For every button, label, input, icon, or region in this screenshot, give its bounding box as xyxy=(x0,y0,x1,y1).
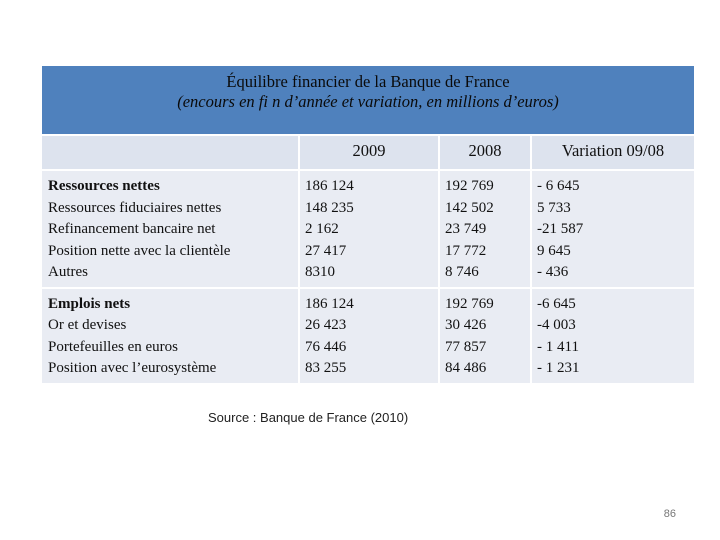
table-cell: 2 162 xyxy=(305,221,339,237)
table-cell: - 436 xyxy=(537,264,569,280)
table-cell: 8310 xyxy=(305,264,335,280)
values-2008-emplois: 192 769 30 426 77 857 84 486 xyxy=(438,288,530,385)
label-portefeuilles-euros: Portefeuilles en euros xyxy=(48,338,178,355)
table-cell: 76 446 xyxy=(305,338,347,355)
label-autres: Autres xyxy=(48,264,88,280)
table-cell: 27 417 xyxy=(305,242,347,259)
label-position-eurosysteme: Position avec l’eurosystème xyxy=(48,360,217,376)
table-cell: 26 423 xyxy=(305,317,347,333)
values-2008-ressources: 192 769 142 502 23 749 17 772 8 746 xyxy=(438,171,530,289)
table-cell: 142 502 xyxy=(445,199,494,216)
values-2009-ressources: 186 124 148 235 2 162 27 417 8310 xyxy=(298,171,438,289)
label-position-clientele: Position nette avec la clientèle xyxy=(48,242,231,259)
financial-table-container: Équilibre financier de la Banque de Fran… xyxy=(42,66,694,385)
table-subtitle: (encours en fi n d’année et variation, e… xyxy=(177,92,559,111)
header-empty-cell xyxy=(42,136,298,171)
table-cell: - 1 411 xyxy=(537,338,579,355)
label-refinancement-bancaire: Refinancement bancaire net xyxy=(48,221,216,237)
row-labels-ressources: Ressources nettes Ressources fiduciaires… xyxy=(42,171,298,289)
table-cell: 77 857 xyxy=(445,338,487,355)
table-cell: 186 124 xyxy=(305,295,354,312)
label-emplois-nets: Emplois nets xyxy=(48,295,131,312)
label-ressources-fiduciaires: Ressources fiduciaires nettes xyxy=(48,199,222,216)
table-cell: 148 235 xyxy=(305,199,354,216)
table-row-ressources: Ressources nettes Ressources fiduciaires… xyxy=(42,171,694,289)
table-cell: 5 733 xyxy=(537,199,571,216)
table-cell: 9 645 xyxy=(537,242,571,259)
table-row-emplois: Emplois nets Or et devises Portefeuilles… xyxy=(42,288,694,385)
header-2009: 2009 xyxy=(298,136,438,171)
table-cell: -21 587 xyxy=(537,221,584,237)
table-cell: 23 749 xyxy=(445,221,487,237)
table-cell: 186 124 xyxy=(305,178,354,194)
header-variation: Variation 09/08 xyxy=(530,136,694,171)
table-title: Équilibre financier de la Banque de Fran… xyxy=(226,72,510,91)
table-title-banner: Équilibre financier de la Banque de Fran… xyxy=(42,66,694,136)
values-variation-ressources: - 6 645 5 733 -21 587 9 645 - 436 xyxy=(530,171,694,289)
values-2009-emplois: 186 124 26 423 76 446 83 255 xyxy=(298,288,438,385)
source-note: Source : Banque de France (2010) xyxy=(208,410,409,425)
table-cell: - 1 231 xyxy=(537,360,580,376)
table-cell: 192 769 xyxy=(445,295,494,312)
label-or-devises: Or et devises xyxy=(48,317,127,333)
table-cell: 30 426 xyxy=(445,317,487,333)
table-cell: - 6 645 xyxy=(537,178,580,194)
table-cell: 84 486 xyxy=(445,360,487,376)
table-cell: 192 769 xyxy=(445,178,494,194)
table-cell: -4 003 xyxy=(537,317,576,333)
financial-balance-table: Équilibre financier de la Banque de Fran… xyxy=(42,66,694,385)
values-variation-emplois: -6 645 -4 003 - 1 411 - 1 231 xyxy=(530,288,694,385)
header-2008: 2008 xyxy=(438,136,530,171)
table-cell: 17 772 xyxy=(445,242,487,259)
table-cell: 83 255 xyxy=(305,360,347,376)
page-number: 86 xyxy=(663,508,676,520)
header-row: 2009 2008 Variation 09/08 xyxy=(42,136,694,171)
row-labels-emplois: Emplois nets Or et devises Portefeuilles… xyxy=(42,288,298,385)
table-cell: 8 746 xyxy=(445,264,479,280)
label-ressources-nettes: Ressources nettes xyxy=(48,178,160,194)
table-cell: -6 645 xyxy=(537,295,576,312)
